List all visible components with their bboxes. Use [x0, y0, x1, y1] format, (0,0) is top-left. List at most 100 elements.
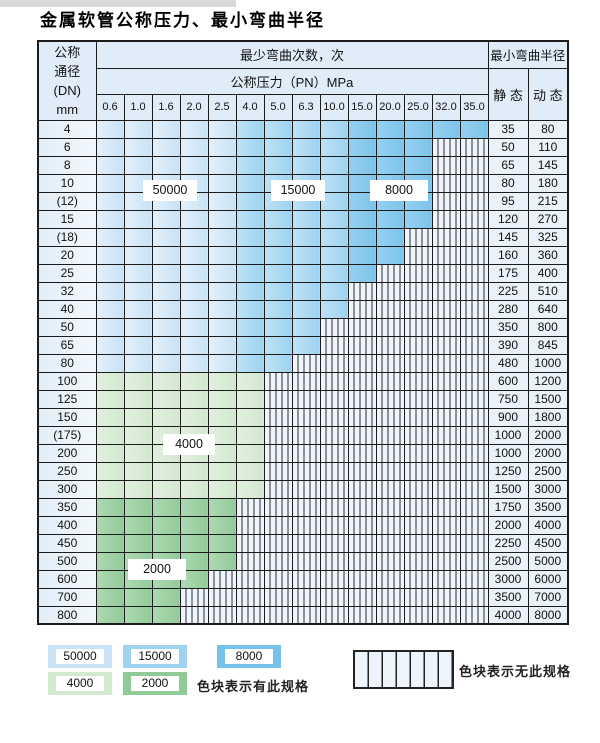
spec-available-cell — [95, 371, 125, 391]
spec-available-cell — [95, 281, 125, 301]
no-spec-cell — [291, 389, 321, 409]
spec-available-cell — [95, 119, 125, 139]
no-spec-cell — [179, 587, 209, 607]
no-spec-cell — [319, 551, 349, 571]
spec-available-cell — [123, 155, 153, 175]
no-spec-cell — [403, 371, 433, 391]
spec-available-cell — [291, 299, 321, 319]
spec-available-cell — [263, 119, 293, 139]
no-spec-cell — [459, 335, 489, 355]
spec-available-cell — [207, 299, 237, 319]
no-spec-cell — [347, 587, 377, 607]
no-spec-cell — [347, 299, 377, 319]
no-spec-cell — [319, 407, 349, 427]
dynamic-value: 510 — [527, 281, 569, 301]
spec-available-cell — [95, 353, 125, 373]
spec-available-cell — [179, 497, 209, 517]
table-row: 6 50 110 — [37, 137, 569, 157]
no-spec-cell — [263, 479, 293, 499]
no-spec-cell — [263, 443, 293, 463]
spec-available-cell — [123, 605, 153, 625]
dynamic-value: 7000 — [527, 587, 569, 607]
bend-radius-header: 最小弯曲半径 — [487, 40, 569, 69]
spec-available-cell — [319, 119, 349, 139]
spec-available-cell — [95, 605, 125, 625]
spec-available-cell — [235, 227, 265, 247]
spec-available-cell — [123, 353, 153, 373]
no-spec-cell — [347, 569, 377, 589]
no-spec-cell — [263, 389, 293, 409]
spec-available-cell — [95, 515, 125, 535]
dynamic-value: 2500 — [527, 461, 569, 481]
dn-cell: 600 — [37, 569, 97, 589]
spec-available-cell — [235, 245, 265, 265]
no-spec-cell — [375, 551, 405, 571]
static-value: 390 — [487, 335, 529, 355]
no-spec-cell — [431, 569, 461, 589]
static-value: 4000 — [487, 605, 529, 625]
spec-available-cell — [151, 353, 181, 373]
no-spec-cell — [375, 389, 405, 409]
no-spec-cell — [319, 317, 349, 337]
spec-available-cell — [151, 497, 181, 517]
page-title: 金属软管公称压力、最小弯曲半径 — [40, 11, 325, 31]
no-spec-cell — [319, 443, 349, 463]
spec-available-cell — [235, 263, 265, 283]
spec-available-cell — [179, 227, 209, 247]
dn-cell: 400 — [37, 515, 97, 535]
legend-swatch-label: 15000 — [131, 649, 179, 664]
static-value: 175 — [487, 263, 529, 283]
no-spec-cell — [431, 155, 461, 175]
no-spec-cell — [431, 227, 461, 247]
no-spec-cell — [431, 245, 461, 265]
no-spec-cell — [319, 389, 349, 409]
no-spec-cell — [459, 497, 489, 517]
no-spec-cell — [375, 425, 405, 445]
dynamic-value: 145 — [527, 155, 569, 175]
spec-available-cell — [95, 335, 125, 355]
no-spec-cell — [319, 479, 349, 499]
spec-available-cell — [179, 335, 209, 355]
no-spec-cell — [459, 569, 489, 589]
static-value: 80 — [487, 173, 529, 193]
spec-available-cell — [95, 245, 125, 265]
spec-available-cell — [207, 515, 237, 535]
pressure-tick: 6.3 — [291, 93, 321, 121]
table-row: 50 350 800 — [37, 317, 569, 337]
no-spec-cell — [403, 227, 433, 247]
dynamic-value: 325 — [527, 227, 569, 247]
spec-available-cell — [179, 263, 209, 283]
no-spec-cell — [403, 479, 433, 499]
no-spec-cell — [347, 443, 377, 463]
spec-available-cell — [319, 191, 349, 211]
no-spec-cell — [459, 443, 489, 463]
dn-cell: 800 — [37, 605, 97, 625]
dn-cell: 6 — [37, 137, 97, 157]
dynamic-value: 1500 — [527, 389, 569, 409]
no-spec-cell — [291, 407, 321, 427]
spec-available-cell — [151, 587, 181, 607]
spec-available-cell — [235, 407, 265, 427]
table-row: 8 65 145 — [37, 155, 569, 175]
spec-available-cell — [207, 263, 237, 283]
spec-available-cell — [95, 461, 125, 481]
spec-available-cell — [179, 137, 209, 157]
spec-available-cell — [151, 209, 181, 229]
spec-available-cell — [123, 425, 153, 445]
spec-available-cell — [291, 317, 321, 337]
spec-available-cell — [235, 479, 265, 499]
spec-available-cell — [235, 299, 265, 319]
spec-available-cell — [123, 497, 153, 517]
no-spec-cell — [319, 335, 349, 355]
spec-available-cell — [151, 245, 181, 265]
no-spec-cell — [459, 317, 489, 337]
spec-available-cell — [95, 137, 125, 157]
no-spec-cell — [459, 389, 489, 409]
static-value: 3000 — [487, 569, 529, 589]
spec-available-cell — [263, 209, 293, 229]
no-spec-cell — [403, 281, 433, 301]
no-spec-cell — [459, 371, 489, 391]
no-spec-cell — [319, 497, 349, 517]
spec-available-cell — [235, 461, 265, 481]
no-spec-cell — [375, 335, 405, 355]
